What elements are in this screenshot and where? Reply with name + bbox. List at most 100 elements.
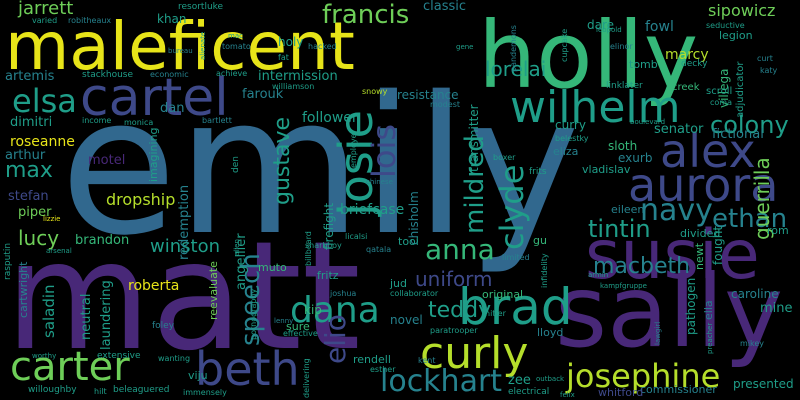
word-worthy: worthy — [32, 352, 57, 360]
word-infidelity: infidelity — [540, 253, 549, 288]
word-tomb: tomb — [629, 58, 658, 71]
word-caroline: caroline — [731, 287, 779, 301]
word-boulevard: boulevard — [630, 118, 666, 126]
word-hacked: hacked — [308, 42, 337, 51]
word-follower: follower — [302, 110, 358, 126]
word-williamson: williamson — [272, 82, 315, 91]
word-legion: legion — [719, 29, 753, 42]
word-sure: sure — [286, 320, 310, 333]
word-khan: khan — [157, 12, 187, 26]
word-piper: piper — [18, 205, 52, 220]
word-artemis: artemis — [5, 69, 55, 84]
word-arthur: arthur — [5, 148, 46, 163]
word-tool: tool — [398, 235, 419, 248]
word-qatala: qatala — [366, 245, 392, 254]
word-frits: frits — [529, 167, 547, 177]
word-winston: winston — [150, 236, 220, 257]
word-curt: curt — [757, 54, 773, 63]
word-bartlett: bartlett — [202, 116, 232, 125]
word-armin: armin — [588, 271, 609, 279]
word-dare: dare — [587, 18, 615, 32]
word-elsa: elsa — [12, 82, 77, 120]
word-kampfgruppe: kampfgruppe — [600, 282, 647, 290]
word-josephine: josephine — [566, 357, 721, 395]
word-stefan: stefan — [8, 189, 49, 204]
word-tomato: tomato — [222, 42, 251, 51]
word-employer: employer — [349, 130, 358, 168]
word-creek: creek — [672, 82, 700, 93]
word-dan: dan — [160, 101, 185, 116]
word-susie: susie — [585, 216, 760, 295]
word-limited: limited — [502, 253, 530, 262]
word-chinese: chinese — [366, 178, 393, 186]
word-eileen: eileen — [611, 203, 645, 216]
word-hitler: hitler — [485, 309, 506, 318]
word-achieve: achieve — [216, 69, 248, 78]
word-beleaguered: beleaguered — [113, 385, 170, 395]
word-collaborator: collaborator — [390, 289, 439, 298]
word-matt: matt — [5, 210, 361, 384]
word-fat: fat — [278, 53, 289, 62]
word-muto: muto — [258, 261, 287, 274]
word-pornography: pornography — [249, 288, 258, 340]
word-hilt: hilt — [94, 387, 107, 396]
word-intermission: intermission — [258, 69, 338, 84]
word-linklater: linklater — [606, 81, 643, 91]
word-snowy: snowy — [362, 87, 388, 96]
word-boxer: boxer — [493, 153, 516, 162]
word-electrical: electrical — [508, 387, 550, 397]
word-modest: modest — [430, 100, 460, 109]
word-whitford: whitford — [598, 386, 644, 399]
word-maleficent: maleficent — [5, 8, 355, 85]
word-outback: outback — [536, 375, 565, 383]
word-rom: rom — [767, 224, 789, 237]
word-elinor: elinor — [610, 42, 633, 51]
word-emily: emily — [60, 56, 580, 277]
word-briefcase: briefcase — [340, 202, 405, 218]
word-decky: decky — [681, 59, 708, 69]
word-preacher: preacher — [706, 322, 714, 354]
word-extensive: extensive — [97, 351, 141, 361]
word-lawgirl: lawgirl — [654, 321, 662, 345]
word-imagining: imagining — [147, 127, 160, 182]
word-katy: katy — [760, 66, 778, 75]
word-jarrett: jarrett — [18, 0, 74, 19]
word-novel: novel — [390, 313, 423, 327]
word-delivering: delivering — [302, 358, 311, 398]
word-lois: lois — [365, 123, 403, 178]
word-brandon: brandon — [75, 233, 130, 248]
word-arsenal: arsenal — [46, 247, 72, 255]
word-gene: gene — [456, 43, 474, 51]
word-income: income — [82, 116, 112, 125]
word-mac: mac — [228, 32, 243, 40]
word-sloth: sloth — [608, 139, 638, 153]
word-economic: economic — [150, 70, 189, 79]
word-carter: carter — [10, 344, 130, 390]
word-transmitter: transmitter — [467, 104, 481, 172]
word-stackhouse: stackhouse — [82, 70, 134, 80]
word-tintin: tintin — [588, 215, 651, 243]
word-motel: motel — [88, 153, 126, 168]
word-viju: viju — [188, 369, 208, 382]
word-navy: navy — [640, 193, 713, 228]
word-curry: curry — [555, 118, 586, 132]
word-neutral: neutral — [79, 293, 94, 341]
word-gustave: gustave — [270, 116, 295, 205]
word-seductive: seductive — [706, 21, 745, 30]
word-allen: allen — [233, 239, 241, 256]
word-holly: holly — [478, 2, 699, 109]
word-dropship: dropship — [106, 190, 176, 209]
word-resortluke: resortluke — [178, 2, 224, 12]
word-adjudicator: adjudicator — [735, 61, 746, 119]
word-scroll: scroll — [706, 86, 733, 97]
word-commissioner: commissioner — [640, 383, 717, 396]
word-coma: coma — [710, 98, 732, 107]
word-presented: presented — [733, 377, 794, 391]
word-alienate: alienate — [199, 31, 207, 60]
word-cartel: cartel — [80, 68, 229, 128]
word-zee: zee — [508, 373, 531, 388]
word-joshua: joshua — [330, 289, 357, 298]
word-cupcake: cupcake — [560, 28, 569, 62]
word-farouk: farouk — [242, 87, 284, 102]
